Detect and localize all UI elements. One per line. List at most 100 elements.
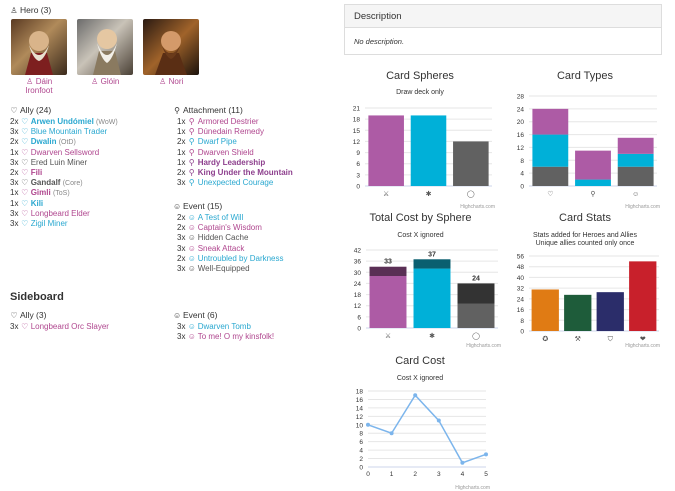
- ally-icon: ♡: [21, 178, 29, 188]
- event-icon: ☺: [187, 233, 196, 243]
- card-name-link[interactable]: Ered Luin Miner: [30, 157, 88, 167]
- chart-subtitle-card-stats: Stats added for Heroes and Allies: [533, 232, 637, 239]
- card-quantity: 3x: [10, 208, 19, 218]
- card-set-code: (Core): [62, 180, 83, 188]
- event-icon: ☺: [187, 223, 196, 233]
- card-name-link[interactable]: Dwarven Tomb: [197, 322, 251, 331]
- card-quantity: 3x: [177, 322, 186, 331]
- spirit-icon: ✱: [426, 190, 432, 198]
- card-row: 1x ♡ Gimli (ToS): [10, 188, 70, 199]
- card-row: 3x ♡ Gandalf (Core): [10, 178, 83, 189]
- card-quantity: 1x: [177, 147, 186, 157]
- hero-name-nori[interactable]: ♙ Nori: [159, 77, 184, 86]
- ally-icon: ♡: [21, 188, 29, 198]
- x-tick-label: 4: [461, 471, 465, 478]
- ally-icon: ♡: [21, 127, 29, 137]
- event-icon: ☺: [187, 322, 196, 331]
- spirit-icon: ✱: [429, 332, 435, 340]
- card-row: 1x ♡ Dwarven Sellsword: [10, 148, 99, 158]
- y-tick-label: 32: [517, 286, 525, 293]
- card-name-link[interactable]: A Test of Will: [197, 213, 244, 222]
- card-name-link[interactable]: Dwarf Pipe: [197, 137, 237, 147]
- card-row: 3x ☺ Sneak Attack: [177, 244, 244, 254]
- y-tick-label: 0: [359, 465, 363, 472]
- card-name-link[interactable]: Arwen Undómiel: [30, 117, 94, 126]
- card-name-link[interactable]: Gandalf: [30, 178, 61, 188]
- card-name-link[interactable]: To me! O my kinsfolk!: [197, 332, 275, 342]
- description-body: No description.: [354, 37, 405, 46]
- x-tick-label: 2: [413, 471, 417, 478]
- chart-subtitle-card-spheres: Draw deck only: [396, 89, 444, 96]
- card-name-link[interactable]: Dwalin: [30, 137, 57, 147]
- card-name-link[interactable]: Captain's Wisdom: [197, 223, 262, 233]
- card-name-link[interactable]: Hardy Leadership: [197, 157, 266, 167]
- sideboard-title: Sideboard: [10, 291, 64, 303]
- x-tick-label: 3: [437, 471, 441, 478]
- attachment-icon: ⚲: [188, 168, 195, 177]
- y-tick-label: 2: [359, 456, 363, 463]
- y-tick-label: 15: [353, 128, 361, 135]
- card-name-link[interactable]: Hidden Cache: [197, 233, 249, 243]
- ally-icon: ♡: [547, 190, 553, 198]
- hero-card-nori[interactable]: [143, 19, 199, 75]
- event-section-header: ☺ Event (15): [173, 201, 223, 211]
- event-icon: ☺: [173, 311, 182, 320]
- card-set-code: (ToS): [52, 190, 70, 198]
- card-name-link[interactable]: Untroubled by Darkness: [197, 253, 284, 263]
- description-title: Description: [354, 11, 402, 22]
- y-tick-label: 0: [356, 184, 360, 191]
- card-name-link[interactable]: Longbeard Elder: [30, 208, 90, 218]
- y-tick-label: 8: [520, 158, 524, 165]
- hero-name-gloin[interactable]: ♙ Glóin: [91, 77, 120, 86]
- card-name-link[interactable]: Blue Mountain Trader: [30, 127, 108, 137]
- y-tick-label: 48: [517, 264, 525, 271]
- attachment-icon: ⚲: [188, 117, 195, 126]
- total-label-neutral: 24: [472, 275, 480, 282]
- card-name-link[interactable]: Unexpected Courage: [197, 178, 274, 188]
- y-tick-label: 12: [354, 303, 362, 310]
- x-tick-label: 1: [390, 471, 394, 478]
- card-name-link[interactable]: King Under the Mountain: [197, 168, 293, 177]
- bar-neutral-segment-0: [457, 303, 495, 328]
- attachment-icon: ⚲: [174, 106, 180, 115]
- card-name-link[interactable]: Fili: [30, 168, 43, 177]
- event-icon: ☺: [632, 191, 639, 198]
- y-tick-label: 4: [359, 448, 363, 455]
- card-set-code: (OtD): [58, 139, 76, 147]
- data-point: [389, 431, 394, 436]
- hero-card-dain[interactable]: [11, 19, 67, 75]
- attachment-icon: ⚲: [188, 127, 195, 137]
- card-name-link[interactable]: Armored Destrier: [197, 117, 259, 126]
- y-tick-label: 14: [356, 405, 364, 412]
- bar-spirit: [410, 115, 447, 186]
- card-name-link[interactable]: Dwarven Shield: [197, 147, 254, 157]
- ally-icon: ♡: [10, 311, 18, 320]
- card-name-link[interactable]: Kili: [30, 198, 44, 208]
- y-tick-label: 18: [356, 389, 364, 396]
- card-name-link[interactable]: Sneak Attack: [197, 243, 245, 253]
- card-name-link[interactable]: Dúnedain Remedy: [197, 127, 264, 137]
- y-tick-label: 3: [356, 172, 360, 179]
- hero-card-gloin[interactable]: [77, 19, 133, 75]
- event-icon: ☺: [187, 264, 196, 273]
- card-name-link[interactable]: Zigil Miner: [30, 219, 68, 228]
- chart-subtitle-card-cost: Cost X ignored: [396, 375, 444, 382]
- total-label-spirit: 37: [428, 251, 436, 258]
- card-name-link[interactable]: Dwarven Sellsword: [30, 147, 100, 157]
- card-name-link[interactable]: Well-Equipped: [197, 264, 250, 273]
- card-quantity: 3x: [10, 127, 19, 137]
- bar-spirit-segment-0: [413, 268, 451, 328]
- chart-credit: Highcharts.com: [460, 204, 495, 210]
- chart-subtitle2-card-stats: Unique allies counted only once: [535, 240, 635, 247]
- card-quantity: 2x: [10, 117, 19, 126]
- hero-name-dain[interactable]: ♙ Dáin Ironfoot: [25, 77, 53, 95]
- chart-credit: Highcharts.com: [625, 343, 660, 349]
- card-name-link[interactable]: Gimli: [30, 188, 51, 198]
- y-tick-label: 8: [520, 318, 524, 325]
- card-name-link[interactable]: Longbeard Orc Slayer: [30, 322, 109, 331]
- y-tick-label: 0: [520, 184, 524, 191]
- card-row: 2x ☺ Untroubled by Darkness: [177, 254, 284, 264]
- ally-icon: ♡: [21, 219, 29, 228]
- bar-tactics-segment-1: [369, 266, 407, 276]
- neutral-icon: ◯: [472, 332, 480, 340]
